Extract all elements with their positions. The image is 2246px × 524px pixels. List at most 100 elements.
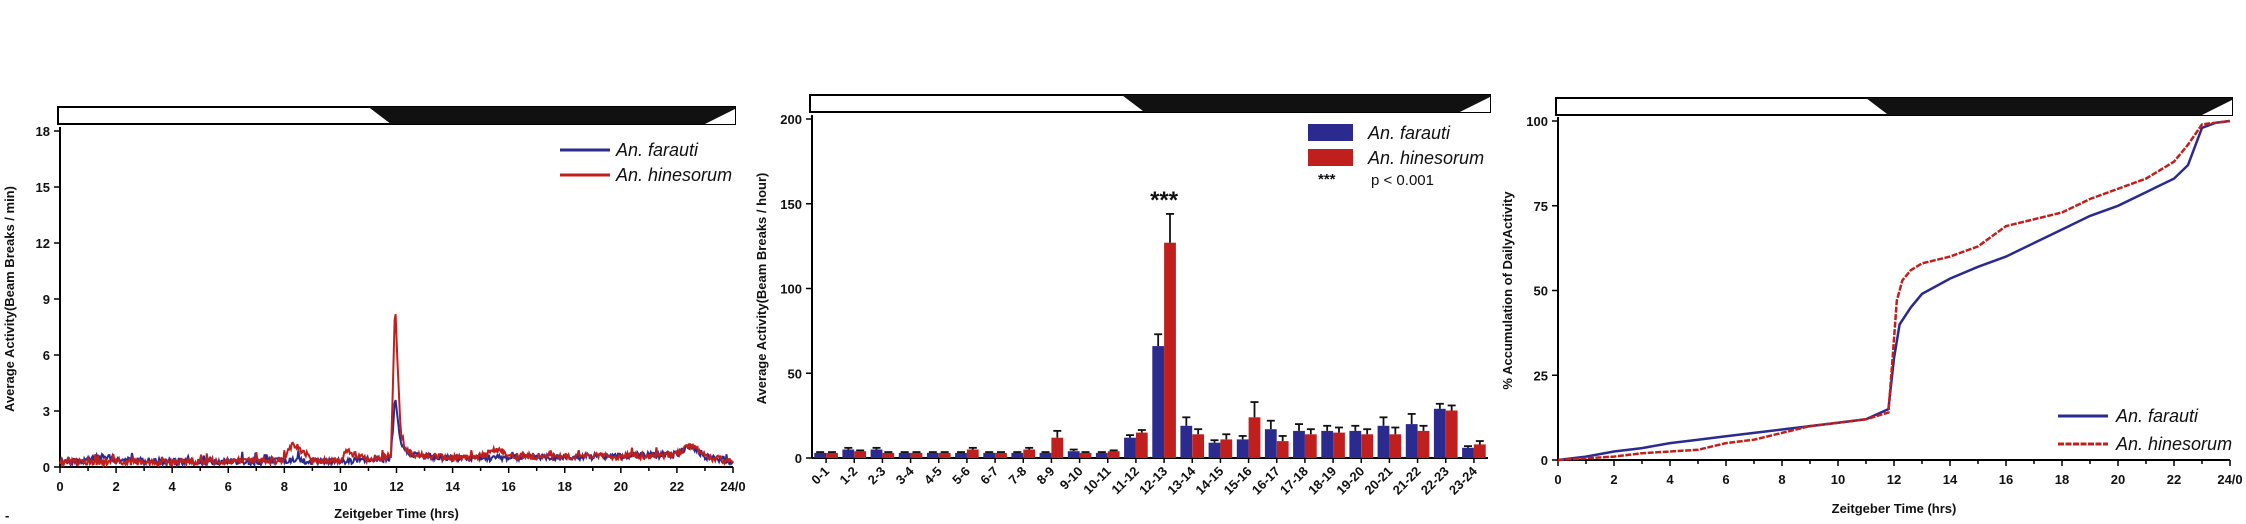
b-bar-hinesorum bbox=[1361, 434, 1374, 458]
c-x-tick-label: 10 bbox=[1831, 472, 1845, 487]
c-x-tick-label: 4 bbox=[1666, 472, 1674, 487]
b-x-tick-label: 13-14 bbox=[1164, 463, 1199, 498]
b-x-tick-label: 3-4 bbox=[893, 463, 917, 487]
c-x-tick-label: 18 bbox=[2055, 472, 2069, 487]
c-dawn-ramp bbox=[2202, 100, 2232, 115]
b-bar-farauti bbox=[1067, 451, 1080, 458]
b-legend-label: An. hinesorum bbox=[1367, 148, 1484, 168]
c-y-tick-label: 0 bbox=[1541, 453, 1548, 468]
b-bar-hinesorum bbox=[1107, 451, 1120, 458]
b-bar-hinesorum bbox=[1304, 434, 1317, 458]
a-y-tick-label: 15 bbox=[36, 180, 50, 195]
b-bar-hinesorum bbox=[854, 451, 867, 458]
b-bar-farauti bbox=[1349, 430, 1362, 458]
b-x-tick-label: 12-13 bbox=[1136, 464, 1170, 498]
c-series-line-farauti bbox=[1557, 119, 2231, 462]
a-x-tick-label: 22 bbox=[670, 479, 684, 494]
b-y-tick-label: 150 bbox=[780, 197, 802, 212]
b-bar-farauti bbox=[1124, 437, 1136, 458]
panel-activity-profile: 0 3 6 9 12 15 18 0 2 4 6 8 10 12 14 16 18 20 22 24/0 Zeitgeb… bbox=[2, 106, 746, 521]
a-x-tick-label: 24/0 bbox=[720, 479, 745, 494]
b-legend-sig-text: p < 0.001 bbox=[1371, 172, 1434, 189]
b-x-tick-label: 21-22 bbox=[1390, 464, 1424, 498]
b-x-tick-label: 19-20 bbox=[1333, 464, 1367, 498]
b-x-tick-label: 10-11 bbox=[1080, 464, 1114, 498]
b-bar-hinesorum bbox=[1445, 410, 1458, 458]
b-bar-farauti bbox=[1433, 408, 1446, 458]
c-y-tick-label: 75 bbox=[1534, 199, 1548, 214]
c-x-tick-label: 8 bbox=[1778, 472, 1785, 487]
c-x-tick-label: 2 bbox=[1610, 472, 1617, 487]
a-legend-label: An. hinesorum bbox=[615, 165, 732, 185]
c-x-tick-label: 6 bbox=[1722, 472, 1729, 487]
b-bar-hinesorum bbox=[882, 452, 895, 458]
b-bar-hinesorum bbox=[995, 452, 1007, 458]
b-bar-farauti bbox=[870, 449, 883, 458]
a-series-line-hinesorum bbox=[59, 314, 734, 469]
a-x-tick-label: 4 bbox=[169, 479, 177, 494]
c-x-tick-label: 14 bbox=[1943, 472, 1958, 487]
b-y-tick-label: 50 bbox=[788, 366, 802, 381]
a-y-tick-label: 0 bbox=[43, 460, 50, 475]
c-x-tick-label: 16 bbox=[1999, 472, 2013, 487]
b-bar-farauti bbox=[1011, 452, 1024, 458]
b-significance-stars: *** bbox=[1150, 187, 1179, 214]
b-x-tick-label: 23-24 bbox=[1446, 463, 1481, 498]
c-x-tick-label: 0 bbox=[1554, 472, 1561, 487]
b-bar-farauti bbox=[926, 452, 939, 458]
b-bar-farauti bbox=[1264, 429, 1277, 458]
b-legend-label: An. farauti bbox=[1367, 123, 1451, 143]
b-bar-farauti bbox=[1462, 447, 1474, 458]
b-bar-hinesorum bbox=[826, 452, 838, 458]
b-bar-hinesorum bbox=[1079, 452, 1092, 458]
b-x-tick-label: 0-1 bbox=[808, 464, 832, 488]
c-y-tick-label: 100 bbox=[1526, 114, 1548, 129]
a-x-tick-label: 2 bbox=[112, 479, 119, 494]
a-y-axis-title: Average Activity(Beam Breaks / min) bbox=[2, 186, 17, 412]
a-x-tick-label: 10 bbox=[333, 479, 347, 494]
b-bar-hinesorum bbox=[1389, 434, 1402, 458]
b-bar-farauti bbox=[842, 449, 855, 458]
a-dawn-ramp bbox=[704, 109, 735, 124]
a-x-tick-label: 6 bbox=[225, 479, 232, 494]
b-bar-farauti bbox=[1152, 346, 1165, 458]
b-legend-swatch bbox=[1308, 149, 1353, 166]
b-bar-hinesorum bbox=[1135, 432, 1148, 458]
a-x-tick-label: 0 bbox=[56, 479, 63, 494]
b-legend-swatch bbox=[1308, 124, 1353, 141]
a-x-tick-label: 14 bbox=[445, 479, 460, 494]
a-y-tick-label: 3 bbox=[43, 404, 50, 419]
b-x-tick-label: 8-9 bbox=[1034, 464, 1058, 488]
b-bar-hinesorum bbox=[1276, 441, 1289, 458]
stray-dash: - bbox=[5, 508, 9, 523]
b-x-tick-label: 22-23 bbox=[1418, 464, 1452, 498]
a-y-tick-label: 18 bbox=[36, 124, 50, 139]
c-legend-label: An. hinesorum bbox=[2115, 434, 2232, 454]
b-bar-farauti bbox=[1377, 425, 1390, 458]
b-y-tick-label: 200 bbox=[780, 112, 802, 127]
panel-hourly-bar-chart: 0 50 100 150 200 Average Activity(Beam Breaks… bbox=[754, 94, 1491, 498]
panel-cumulative-activity: 0 25 50 75 100 0 2 4 6 8 10 12 14 16 18 20 22 24/0 Zeitgeb… bbox=[1500, 97, 2243, 516]
b-x-tick-label: 1-2 bbox=[836, 464, 860, 488]
b-bar-hinesorum bbox=[1248, 417, 1261, 458]
a-x-tick-label: 12 bbox=[389, 479, 403, 494]
b-x-tick-label: 6-7 bbox=[977, 464, 1001, 488]
b-bar-hinesorum bbox=[938, 452, 951, 458]
a-y-tick-label: 6 bbox=[43, 348, 50, 363]
b-bar-farauti bbox=[1180, 425, 1193, 458]
c-legend-label: An. farauti bbox=[2115, 406, 2199, 426]
b-bar-farauti bbox=[814, 452, 827, 458]
c-y-axis-title: % Accumulation of DailyActivity bbox=[1500, 191, 1515, 390]
b-bar-farauti bbox=[1039, 452, 1052, 458]
c-x-tick-label: 22 bbox=[2167, 472, 2181, 487]
b-x-tick-label: 18-19 bbox=[1305, 464, 1339, 498]
c-series-line-hinesorum bbox=[1557, 119, 2231, 462]
c-y-tick-label: 50 bbox=[1534, 284, 1548, 299]
b-bar-hinesorum bbox=[1473, 444, 1486, 458]
b-bar-hinesorum bbox=[1192, 434, 1205, 458]
b-bar-hinesorum bbox=[966, 449, 979, 458]
b-y-tick-label: 0 bbox=[795, 451, 802, 466]
b-x-tick-label: 5-6 bbox=[949, 464, 973, 488]
a-x-tick-label: 18 bbox=[558, 479, 572, 494]
